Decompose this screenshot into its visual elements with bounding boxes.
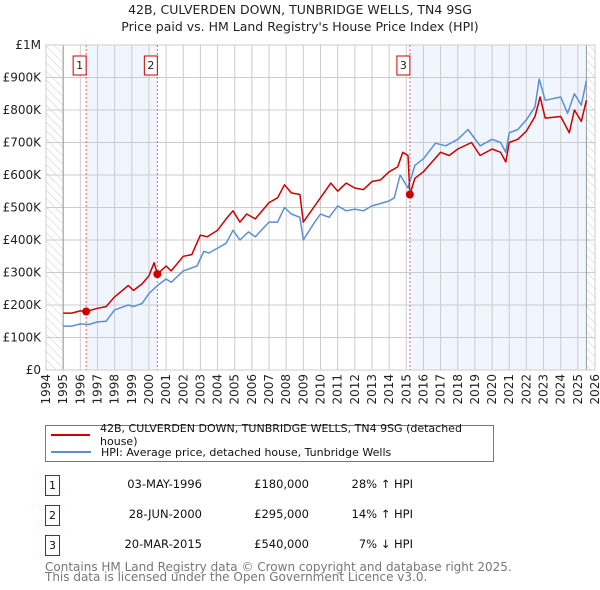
x-tick-label: 1999 [125, 374, 139, 405]
chart-subtitle: Price paid vs. HM Land Registry's House … [121, 19, 479, 34]
y-tick-label: £1M [15, 38, 41, 52]
footer-licence: This data is licensed under the Open Gov… [45, 570, 428, 584]
x-tick-label: 2002 [176, 374, 190, 405]
x-tick-label: 1998 [108, 374, 122, 405]
transaction-price: £540,000 [254, 537, 309, 551]
footer-copyright: Contains HM Land Registry data © Crown c… [45, 560, 512, 574]
sale-marker-box [72, 55, 87, 76]
transaction-hpi: 28% ↑ HPI [351, 477, 413, 491]
transaction-hpi: 14% ↑ HPI [351, 507, 413, 521]
x-tick-label: 2005 [228, 374, 242, 405]
x-tick-label: 2021 [502, 374, 516, 405]
chart-legend: 42B, CULVERDEN DOWN, TUNBRIDGE WELLS, TN… [45, 422, 494, 462]
y-tick-label: £0 [26, 363, 41, 377]
hpi-line [63, 78, 588, 327]
x-tick-label: 2003 [193, 374, 207, 405]
y-tick-label: £200K [3, 298, 43, 312]
x-tick-label: 2019 [468, 374, 482, 405]
transaction-row: 1 03-MAY-1996 £180,000 28% ↑ HPI [45, 475, 413, 496]
y-tick-label: £100K [3, 331, 43, 345]
plot-frame [45, 44, 596, 371]
transaction-marker: 2 [45, 505, 60, 526]
sale-marker-box [396, 55, 411, 76]
x-tick-label: 2014 [382, 374, 396, 405]
x-tick-label: 2013 [365, 374, 379, 405]
transaction-marker: 1 [45, 475, 60, 496]
x-tick-label: 2010 [314, 374, 328, 405]
transaction-price: £295,000 [254, 507, 309, 521]
x-tick-label: 2018 [451, 374, 465, 405]
transaction-hpi: 7% ↓ HPI [358, 537, 413, 551]
x-tick-label: 1995 [56, 374, 70, 405]
x-tick-label: 2000 [142, 374, 156, 405]
sale-marker-label: 1 [76, 59, 83, 72]
sale-point [405, 190, 414, 199]
transaction-date: 20-MAR-2015 [124, 537, 202, 551]
sale-point [153, 270, 162, 279]
legend-swatch-blue [51, 451, 91, 453]
legend-swatch-red [51, 434, 91, 436]
x-tick-label: 2007 [262, 374, 276, 405]
x-tick-label: 2025 [571, 374, 585, 405]
x-tick-label: 2012 [348, 374, 362, 405]
legend-label-hpi: HPI: Average price, detached house, Tunb… [101, 445, 392, 459]
x-tick-label: 2004 [211, 374, 225, 405]
x-tick-label: 1996 [73, 374, 87, 405]
x-tick-label: 2015 [399, 374, 413, 405]
transaction-price: £180,000 [254, 477, 309, 491]
x-tick-label: 1994 [39, 374, 53, 405]
property-price-line [63, 96, 588, 314]
x-tick-label: 1997 [90, 374, 104, 405]
y-tick-label: £400K [3, 233, 43, 247]
y-tick-label: £700K [3, 136, 43, 150]
x-tick-label: 2024 [554, 374, 568, 405]
transaction-row: 3 20-MAR-2015 £540,000 7% ↓ HPI [45, 535, 413, 556]
x-tick-label: 2008 [279, 374, 293, 405]
y-tick-label: £500K [3, 201, 43, 215]
x-tick-label: 2006 [245, 374, 259, 405]
chart-title: 42B, CULVERDEN DOWN, TUNBRIDGE WELLS, TN… [128, 2, 472, 17]
sale-marker-label: 3 [400, 59, 407, 72]
transaction-date: 28-JUN-2000 [128, 507, 202, 521]
transaction-marker: 3 [45, 535, 60, 556]
y-tick-label: £300K [3, 266, 43, 280]
y-tick-label: £800K [3, 103, 43, 117]
x-tick-label: 2023 [537, 374, 551, 405]
x-tick-label: 2022 [519, 374, 533, 405]
x-tick-label: 2009 [296, 374, 310, 405]
x-tick-label: 2016 [416, 374, 430, 405]
y-tick-label: £900K [3, 71, 43, 85]
legend-label-property: 42B, CULVERDEN DOWN, TUNBRIDGE WELLS, TN… [100, 422, 462, 448]
sale-marker-label: 2 [147, 59, 154, 72]
y-tick-label: £600K [3, 168, 43, 182]
transaction-date: 03-MAY-1996 [127, 477, 202, 491]
sale-point [82, 307, 91, 316]
x-tick-label: 2001 [159, 374, 173, 405]
x-tick-label: 2011 [331, 374, 345, 405]
x-tick-label: 2020 [485, 374, 499, 405]
legend-item-property: 42B, CULVERDEN DOWN, TUNBRIDGE WELLS, TN… [46, 422, 493, 448]
legend-item-hpi: HPI: Average price, detached house, Tunb… [46, 444, 391, 460]
x-tick-label: 2026 [588, 374, 600, 405]
x-tick-label: 2017 [434, 374, 448, 405]
sale-marker-box [143, 55, 158, 76]
transaction-row: 2 28-JUN-2000 £295,000 14% ↑ HPI [45, 505, 413, 526]
